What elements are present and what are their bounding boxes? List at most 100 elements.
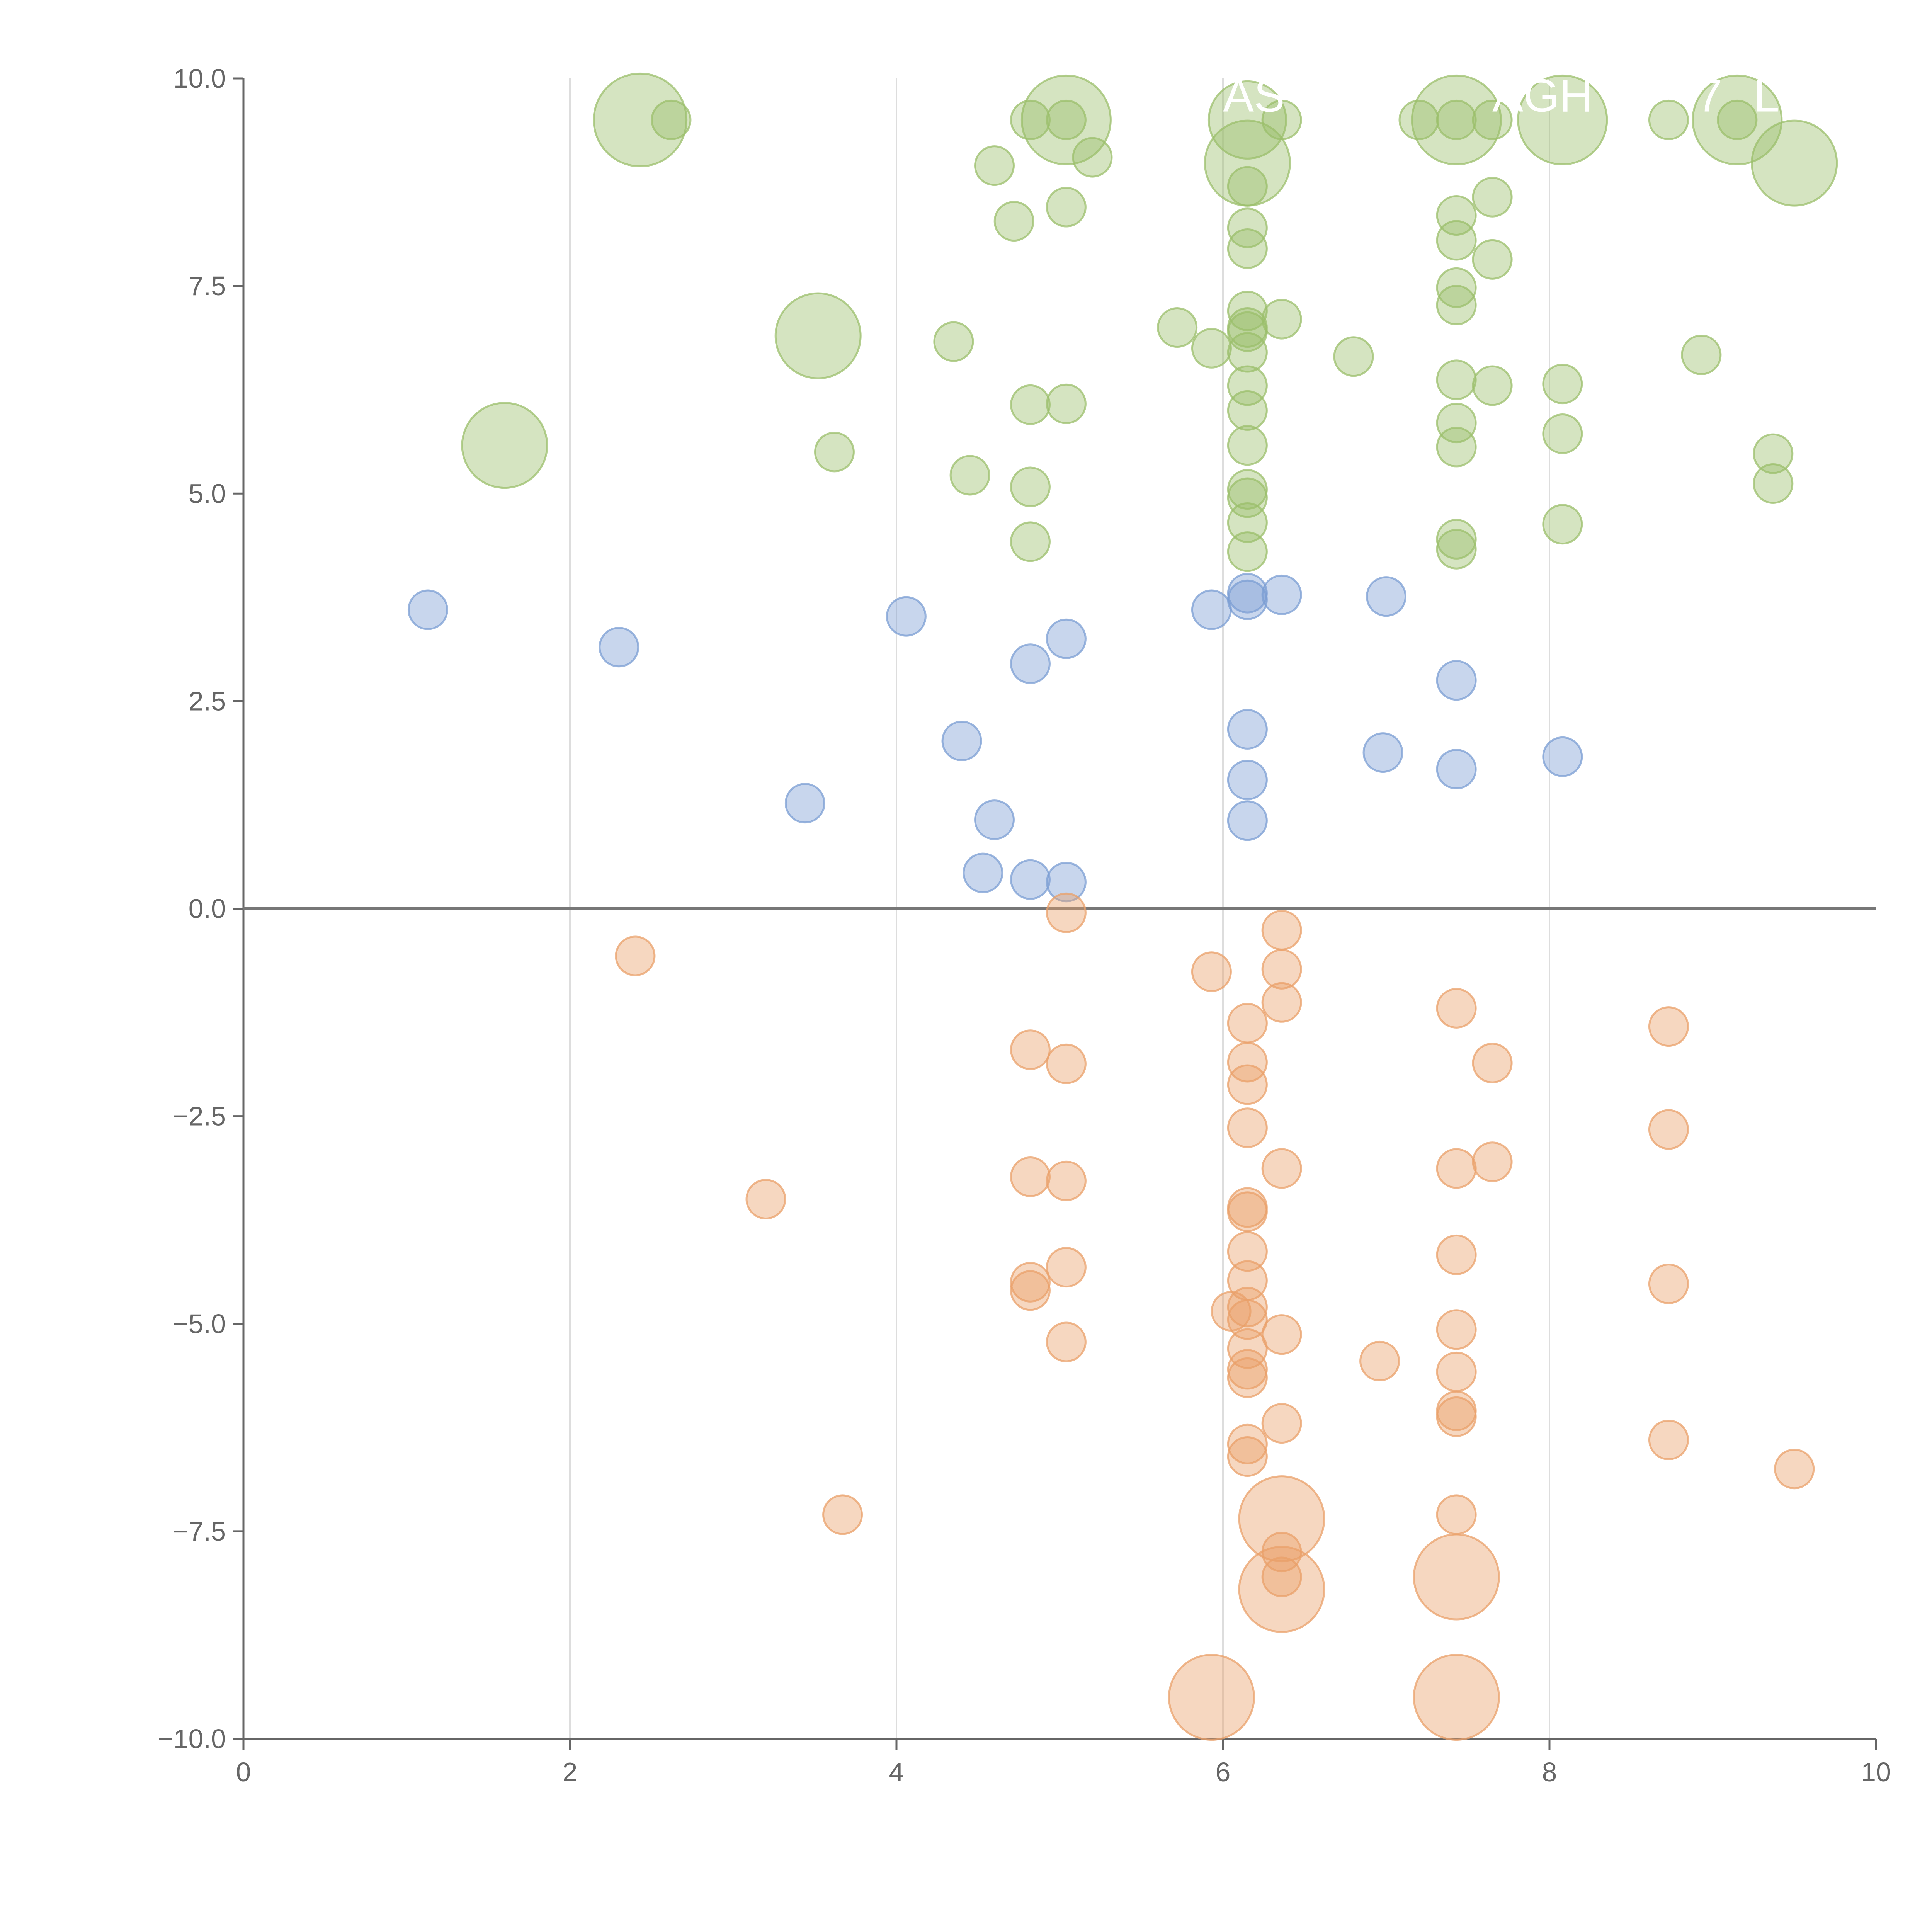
green-point <box>1436 267 1477 308</box>
y-tick-label: −7.5 <box>173 1516 226 1546</box>
orange-point <box>1359 1340 1400 1381</box>
orange-point <box>1168 1654 1255 1741</box>
orange-point <box>822 1494 863 1535</box>
green-point <box>1227 502 1268 543</box>
green-point <box>1472 365 1513 406</box>
green-point <box>1046 99 1087 140</box>
orange-point <box>1227 1191 1268 1232</box>
blue-point <box>886 596 927 637</box>
green-point <box>1227 207 1268 248</box>
green-point <box>461 402 548 489</box>
x-tick-label: 6 <box>1216 1757 1231 1787</box>
orange-point <box>1436 1396 1477 1437</box>
green-point <box>1542 504 1583 545</box>
blue-point <box>963 852 1003 893</box>
blue-point <box>1227 709 1268 750</box>
orange-point <box>1227 1328 1268 1369</box>
orange-point <box>1648 1420 1689 1461</box>
green-point <box>1436 359 1477 400</box>
green-point <box>949 455 990 496</box>
green-point <box>1648 99 1689 140</box>
green-point <box>1046 187 1087 228</box>
data-points <box>407 72 1838 1741</box>
orange-point <box>1436 988 1477 1029</box>
green-point <box>1717 99 1758 140</box>
annotation-label: AGH <box>1492 70 1593 121</box>
green-point <box>1227 425 1268 466</box>
blue-point <box>1362 732 1403 773</box>
orange-point <box>1227 1042 1268 1083</box>
green-point <box>774 292 862 379</box>
annotations: AS AGH 7 LIC <box>1223 70 1826 121</box>
blue-point <box>1010 643 1051 684</box>
orange-point <box>1227 1287 1268 1328</box>
green-point <box>1681 334 1722 375</box>
y-tick-label: 7.5 <box>189 271 226 301</box>
blue-point <box>1366 576 1406 617</box>
green-point <box>593 72 688 167</box>
orange-point <box>1413 1654 1500 1741</box>
orange-point <box>1227 1064 1268 1105</box>
y-tick-label: −2.5 <box>173 1101 226 1131</box>
blue-point <box>1436 660 1477 701</box>
green-point <box>1436 99 1477 140</box>
green-point <box>1010 384 1051 425</box>
x-tick-label: 2 <box>563 1757 578 1787</box>
blue-point <box>784 783 825 824</box>
annotation-label: AS <box>1223 70 1285 121</box>
orange-point <box>1238 1475 1325 1563</box>
green-point <box>1542 364 1583 405</box>
green-point <box>814 432 855 473</box>
orange-point <box>1010 1029 1051 1070</box>
green-point <box>1472 239 1513 280</box>
y-tick-label: 5.0 <box>189 478 226 509</box>
green-point <box>1472 99 1513 140</box>
orange-point <box>1472 1043 1513 1083</box>
green-point <box>1227 311 1268 352</box>
orange-point <box>745 1179 786 1219</box>
x-tick-label: 10 <box>1861 1757 1891 1787</box>
orange-point <box>1261 1403 1302 1444</box>
green-point <box>1517 74 1608 165</box>
orange-point <box>1648 1006 1689 1047</box>
green-point <box>1227 228 1268 269</box>
y-tick-label: 0.0 <box>189 894 226 924</box>
green-point <box>1191 328 1232 369</box>
green-point <box>1157 307 1198 348</box>
green-point <box>1227 390 1268 431</box>
orange-point <box>1010 1262 1051 1303</box>
orange-point <box>1238 1546 1325 1633</box>
orange-point <box>1046 1043 1087 1084</box>
orange-point <box>1227 1436 1268 1477</box>
orange-point <box>1436 1351 1477 1392</box>
orange-point <box>1227 1299 1268 1340</box>
green-point <box>1436 285 1477 326</box>
green-point <box>1227 477 1268 518</box>
orange-point <box>1227 1423 1268 1464</box>
green-point <box>1227 166 1268 207</box>
green-point <box>1542 413 1583 454</box>
orange-point <box>1648 1264 1689 1304</box>
green-point <box>1436 427 1477 468</box>
blue-point <box>407 589 448 630</box>
green-point <box>1046 383 1087 424</box>
green-point <box>1227 531 1268 572</box>
blue-point <box>1227 579 1268 620</box>
blue-point <box>1191 589 1232 630</box>
orange-point <box>1774 1449 1815 1490</box>
blue-point <box>941 721 982 762</box>
orange-point <box>1261 982 1302 1023</box>
orange-point <box>1472 1141 1513 1182</box>
orange-point <box>1413 1533 1500 1621</box>
green-point <box>1333 336 1374 377</box>
orange-point <box>1261 1148 1302 1189</box>
orange-point <box>1436 1309 1477 1350</box>
orange-point <box>1010 1156 1051 1197</box>
green-point <box>1227 291 1268 332</box>
blue-point <box>1227 759 1268 800</box>
x-tick-label: 4 <box>889 1757 904 1787</box>
green-point <box>1436 195 1477 236</box>
orange-point <box>1261 910 1302 951</box>
orange-point <box>1261 1556 1302 1597</box>
